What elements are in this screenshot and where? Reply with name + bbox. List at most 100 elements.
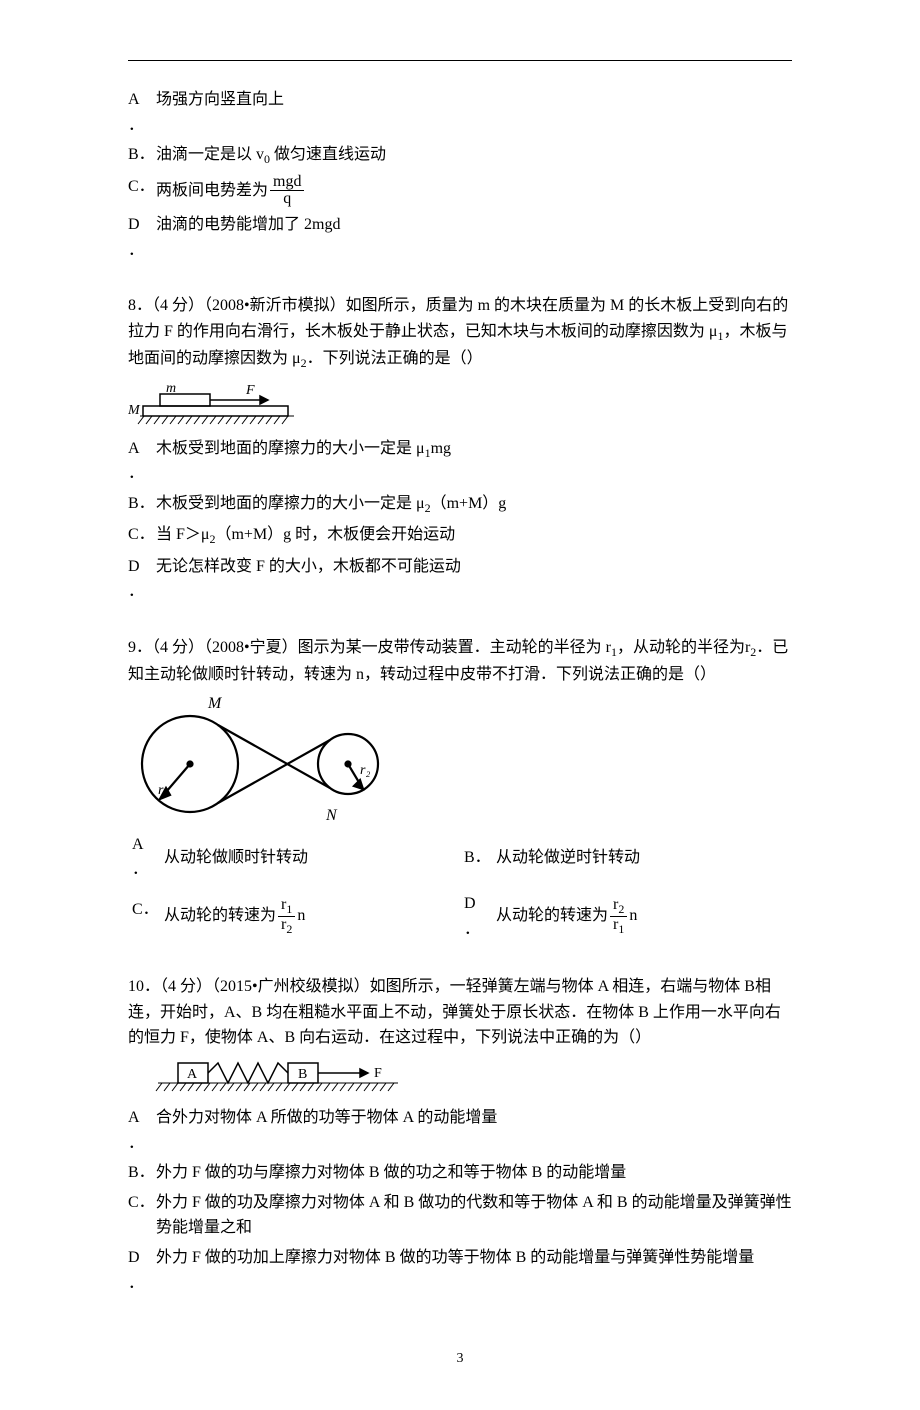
option-row: A． 从动轮做顺时针转动 B． 从动轮做逆时针转动 [128,828,792,887]
option-label: B． [128,140,156,171]
option-label: B． [128,489,156,520]
question-8: 8．（4 分）（2008•新沂市模拟）如图所示，质量为 m 的木块在质量为 M … [128,293,792,606]
option-row: A． 合外力对物体 A 所做的功等于物体 A 的动能增量 [128,1103,792,1158]
option-label: C． [128,520,156,551]
option-row: C． 从动轮的转速为r1r2n D． 从动轮的转速为r2r1n [128,887,792,946]
diagram-label-A: A [187,1067,198,1082]
text-fragment: 木板受到地面的摩擦力的大小一定是 μ [156,440,425,457]
option-text: 木板受到地面的摩擦力的大小一定是 μ2（m+M）g [156,489,792,520]
fraction-denominator: r1 [610,917,627,936]
option-label: B． [463,844,493,872]
fraction-numerator: r1 [278,897,295,917]
option-row: B． 外力 F 做的功与摩擦力对物体 B 做的功之和等于物体 B 的动能增量 [128,1158,792,1188]
option-row: D． 外力 F 做的功加上摩擦力对物体 B 做的功等于物体 B 的动能增量与弹簧… [128,1243,792,1298]
option-label: D． [128,552,156,607]
page-number: 3 [128,1348,792,1370]
text-fragment: 从动轮的转速为 [496,907,608,924]
diagram-label-F: F [374,1066,382,1081]
question-stem: 9．（4 分）（2008•宁夏）图示为某一皮带传动装置．主动轮的半径为 r1，从… [128,635,792,688]
q9-diagram: M N r₁ r₂ [128,694,408,824]
subscript: 1 [286,902,292,916]
text-fragment: mg [431,440,451,457]
fraction-numerator: r2 [610,897,627,917]
text-fragment: 油滴一定是以 v [156,146,264,163]
option-label: D． [128,210,156,265]
question-stem: 10．（4 分）（2015•广州校级模拟）如图所示，一轻弹簧左端与物体 A 相连… [128,974,792,1051]
fraction: r1r2 [278,897,295,936]
diagram-label-N: N [325,807,338,824]
text-fragment: 8．（4 分）（2008•新沂市模拟）如图所示，质量为 m 的木块在质量为 M … [128,297,788,340]
option-label: C． [131,896,161,937]
option-text: 当 F＞μ2（m+M）g 时，木板便会开始运动 [156,520,792,551]
option-text: 木板受到地面的摩擦力的大小一定是 μ1mg [156,434,792,489]
option-row: B． 油滴一定是以 v0 做匀速直线运动 [128,140,792,171]
option-text: 从动轮的转速为r1r2n [163,896,306,937]
text-fragment: n [297,907,305,924]
diagram-label-M: M [207,695,223,712]
option-row: A． 场强方向竖直向上 [128,85,792,140]
question-stem: 8．（4 分）（2008•新沂市模拟）如图所示，质量为 m 的木块在质量为 M … [128,293,792,373]
option-label: C． [128,172,156,211]
text-fragment: 木板受到地面的摩擦力的大小一定是 μ [156,495,425,512]
subscript: 2 [286,922,292,936]
fraction-denominator: r2 [278,917,295,936]
option-label: C． [128,1188,156,1243]
option-label: D． [463,890,493,943]
option-row: A． 木板受到地面的摩擦力的大小一定是 μ1mg [128,434,792,489]
fraction: r2r1 [610,897,627,936]
text-fragment: 9．（4 分）（2008•宁夏）图示为某一皮带传动装置．主动轮的半径为 r [128,639,611,656]
diagram-label-m: m [166,381,176,396]
option-text: 外力 F 做的功及摩擦力对物体 A 和 B 做功的代数和等于物体 A 和 B 的… [156,1188,792,1243]
fraction-numerator: mgd [270,174,304,192]
subscript: 1 [618,922,624,936]
option-text: 油滴的电势能增加了 2mgd [156,210,792,265]
option-cell: B． 从动轮做逆时针转动 [460,828,792,887]
option-row: C． 当 F＞μ2（m+M）g 时，木板便会开始运动 [128,520,792,551]
diagram-label-B: B [298,1067,307,1082]
text-fragment: n [629,907,637,924]
option-text: 合外力对物体 A 所做的功等于物体 A 的动能增量 [156,1103,792,1158]
option-text: 从动轮做顺时针转动 [163,831,309,884]
q8-option-table: A． 木板受到地面的摩擦力的大小一定是 μ1mg B． 木板受到地面的摩擦力的大… [128,434,792,607]
diagram-label-F: F [245,383,255,398]
diagram-label-r2: r₂ [360,763,370,778]
option-row: D． 油滴的电势能增加了 2mgd [128,210,792,265]
text-fragment: 做匀速直线运动 [270,146,386,163]
q8-diagram: m M F [128,380,308,430]
option-cell: C． 从动轮的转速为r1r2n [128,887,460,946]
option-row: D． 无论怎样改变 F 的大小，木板都不可能运动 [128,552,792,607]
option-text: 无论怎样改变 F 的大小，木板都不可能运动 [156,552,792,607]
option-text: 外力 F 做的功与摩擦力对物体 B 做的功之和等于物体 B 的动能增量 [156,1158,792,1188]
option-cell: D． 从动轮的转速为r2r1n [460,887,792,946]
option-text: 两板间电势差为mgdq [156,172,792,211]
option-label: A． [131,831,161,884]
text-fragment: （m+M）g [431,495,507,512]
text-fragment: ，从动轮的半径为r [617,639,750,656]
horizontal-rule [128,60,792,61]
fraction-denominator: q [270,191,304,208]
option-text: 外力 F 做的功加上摩擦力对物体 B 做的功等于物体 B 的动能增量与弹簧弹性势… [156,1243,792,1298]
option-cell: A． 从动轮做顺时针转动 [128,828,460,887]
text-fragment: 从动轮的转速为 [164,907,276,924]
text-fragment: 当 F＞μ [156,526,209,543]
option-row: B． 木板受到地面的摩擦力的大小一定是 μ2（m+M）g [128,489,792,520]
text-fragment: ．下列说法正确的是（） [307,350,483,367]
fraction: mgdq [270,174,304,209]
question-10: 10．（4 分）（2015•广州校级模拟）如图所示，一轻弹簧左端与物体 A 相连… [128,974,792,1298]
option-text: 从动轮的转速为r2r1n [495,890,638,943]
option-label: A． [128,1103,156,1158]
q10-option-table: A． 合外力对物体 A 所做的功等于物体 A 的动能增量 B． 外力 F 做的功… [128,1103,792,1298]
subscript: 2 [618,902,624,916]
diagram-label-r1: r₁ [158,783,168,798]
text-fragment: 两板间电势差为 [156,182,268,199]
option-row: C． 两板间电势差为mgdq [128,172,792,211]
option-label: B． [128,1158,156,1188]
q9-option-table: A． 从动轮做顺时针转动 B． 从动轮做逆时针转动 C． 从动 [128,828,792,946]
option-label: A． [128,434,156,489]
option-text: 油滴一定是以 v0 做匀速直线运动 [156,140,792,171]
question-9: 9．（4 分）（2008•宁夏）图示为某一皮带传动装置．主动轮的半径为 r 1 ，从… [128,635,792,946]
text-fragment: （m+M）g 时，木板便会开始运动 [215,526,455,543]
q7-option-table: A． 场强方向竖直向上 B． 油滴一定是以 v0 做匀速直线运动 C． 两板间电… [128,85,792,265]
q10-diagram: A B F [128,1057,428,1099]
option-label: A． [128,85,156,140]
